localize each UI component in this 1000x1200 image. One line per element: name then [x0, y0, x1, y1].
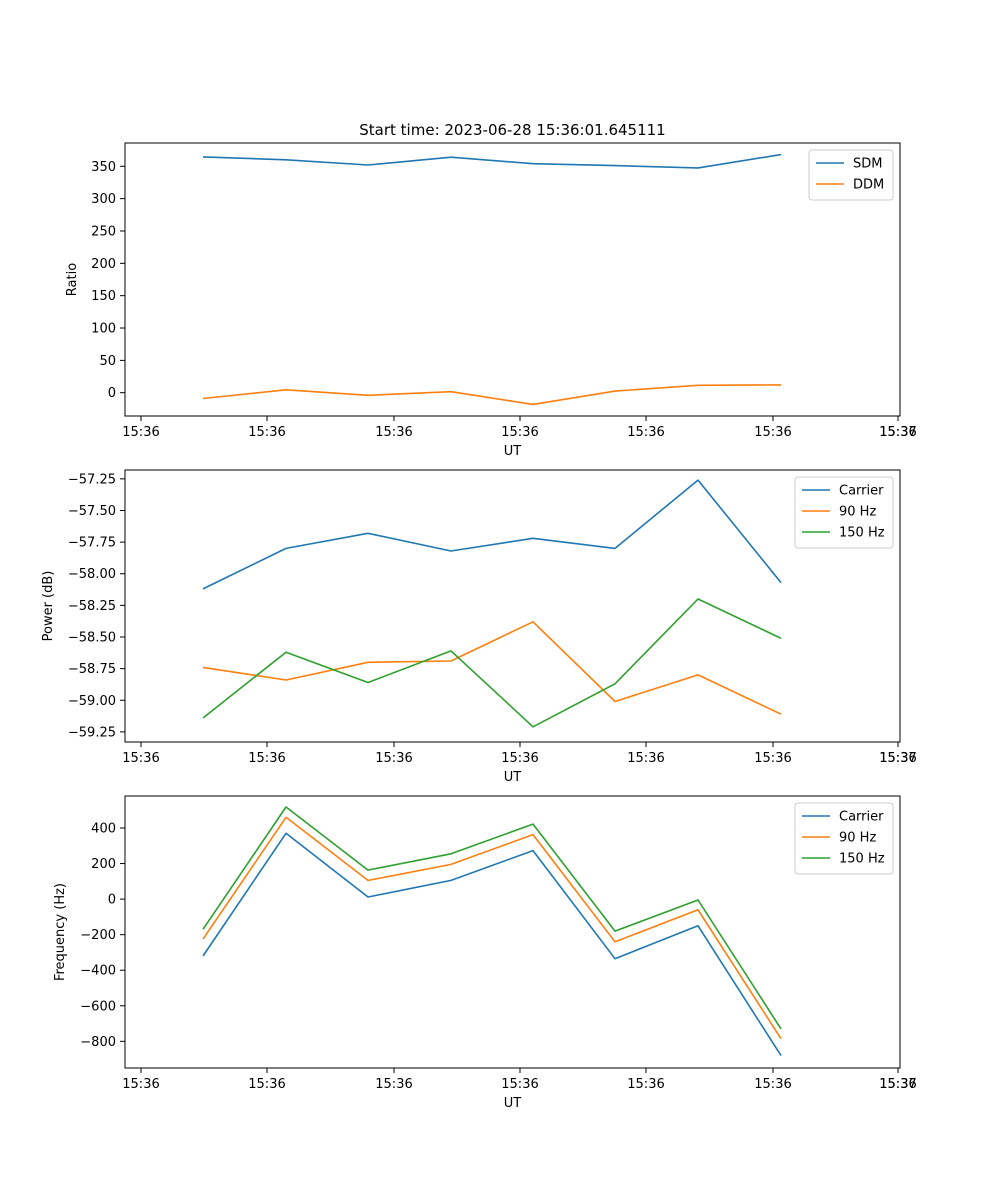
- y-tick-label: −200: [80, 928, 116, 943]
- legend-box: [794, 476, 894, 549]
- y-tick-label: 150: [91, 289, 116, 304]
- y-tick-label: 200: [91, 257, 116, 272]
- y-tick-label: −59.00: [68, 694, 116, 709]
- legend-label: SDM: [853, 157, 882, 172]
- y-tick-label: −58.75: [68, 662, 116, 677]
- x-axis-label: UT: [504, 444, 522, 459]
- legend-label: 90 Hz: [839, 505, 876, 520]
- x-tick-label: 15:36: [501, 425, 538, 440]
- series-line-150-hz: [202, 598, 782, 728]
- plot-frame: [124, 795, 901, 1069]
- x-tick-label: 15:36: [627, 1077, 664, 1092]
- y-tick-label: −58.00: [68, 567, 116, 582]
- y-tick-label: 0: [108, 386, 116, 401]
- legend-label: Carrier: [839, 810, 884, 825]
- chart-2: 15:36 15:36 15:36 15:36 15:36 15:36 15:3615:37…: [41, 469, 917, 785]
- y-tick-label: 100: [91, 322, 116, 337]
- chart-3: 15:36 15:36 15:36 15:36 15:36 15:36 15:3615:37…: [53, 795, 917, 1111]
- x-tick-label: 15:36: [879, 1077, 916, 1092]
- legend: Carrier 90 Hz 150 Hz: [794, 802, 894, 875]
- x-tick-label: 15:36: [122, 425, 159, 440]
- legend-label: Carrier: [839, 484, 884, 499]
- x-tick-label: 15:36: [879, 425, 916, 440]
- x-tick-label: 15:37: [879, 1077, 916, 1092]
- x-tick-label: 15:36: [122, 1077, 159, 1092]
- y-tick-label: 400: [91, 822, 116, 837]
- y-tick-label: −57.25: [68, 472, 116, 487]
- x-tick-label: 15:36: [754, 425, 791, 440]
- y-axis-label: Ratio: [65, 263, 80, 296]
- plot-frame: [124, 469, 901, 743]
- x-tick-label: 15:36: [501, 1077, 538, 1092]
- x-tick-label: 15:36: [375, 425, 412, 440]
- legend: SDM DDM: [808, 149, 894, 201]
- chart-title: Start time: 2023-06-28 15:36:01.645111: [359, 121, 665, 139]
- legend-label: 150 Hz: [839, 852, 885, 867]
- x-tick-label: 15:36: [122, 751, 159, 766]
- series-line-ddm: [202, 384, 782, 406]
- x-tick-label: 15:36: [375, 751, 412, 766]
- y-tick-label: −58.25: [68, 599, 116, 614]
- x-axis-label: UT: [504, 770, 522, 785]
- y-tick-label: 300: [91, 192, 116, 207]
- y-tick-label: 350: [91, 160, 116, 175]
- legend-label: 90 Hz: [839, 831, 876, 846]
- x-tick-label: 15:36: [627, 751, 664, 766]
- y-tick-label: −58.50: [68, 630, 116, 645]
- y-tick-label: −57.50: [68, 504, 116, 519]
- y-axis-label: Frequency (Hz): [53, 883, 68, 981]
- series-line-90-hz: [202, 620, 782, 715]
- y-tick-label: −57.75: [68, 536, 116, 551]
- x-axis-label: UT: [504, 1096, 522, 1111]
- series-line-carrier: [202, 832, 782, 1057]
- x-tick-label: 15:36: [248, 425, 285, 440]
- x-tick-label: 15:36: [501, 751, 538, 766]
- series-line-carrier: [202, 479, 782, 590]
- legend: Carrier 90 Hz 150 Hz: [794, 476, 894, 549]
- y-axis-label: Power (dB): [41, 571, 56, 642]
- x-tick-label: 15:36: [754, 751, 791, 766]
- series-line-sdm: [202, 153, 782, 169]
- x-tick-label: 15:36: [627, 425, 664, 440]
- y-tick-label: 0: [108, 893, 116, 908]
- x-tick-label: 15:36: [248, 1077, 285, 1092]
- legend-box: [794, 802, 894, 875]
- x-tick-label: 15:36: [375, 1077, 412, 1092]
- y-tick-label: 200: [91, 857, 116, 872]
- y-tick-label: −400: [80, 964, 116, 979]
- y-tick-label: −59.25: [68, 725, 116, 740]
- series-line-150-hz: [202, 806, 782, 1030]
- x-tick-label: 15:37: [879, 425, 916, 440]
- legend-label: DDM: [853, 178, 884, 193]
- x-tick-label: 15:36: [754, 1077, 791, 1092]
- chart-1: Start time: 2023-06-28 15:36:01.645111 15…: [65, 121, 917, 459]
- series-line-90-hz: [202, 816, 782, 1040]
- y-tick-label: −800: [80, 1035, 116, 1050]
- x-tick-label: 15:36: [879, 751, 916, 766]
- x-tick-label: 15:36: [248, 751, 285, 766]
- y-tick-label: 50: [99, 354, 116, 369]
- plot-frame: [124, 142, 901, 417]
- legend-label: 150 Hz: [839, 526, 885, 541]
- y-tick-label: 250: [91, 224, 116, 239]
- x-tick-label: 15:37: [879, 751, 916, 766]
- y-tick-label: −600: [80, 999, 116, 1014]
